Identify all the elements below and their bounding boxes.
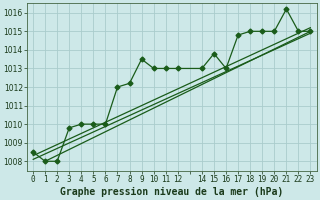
X-axis label: Graphe pression niveau de la mer (hPa): Graphe pression niveau de la mer (hPa): [60, 186, 284, 197]
